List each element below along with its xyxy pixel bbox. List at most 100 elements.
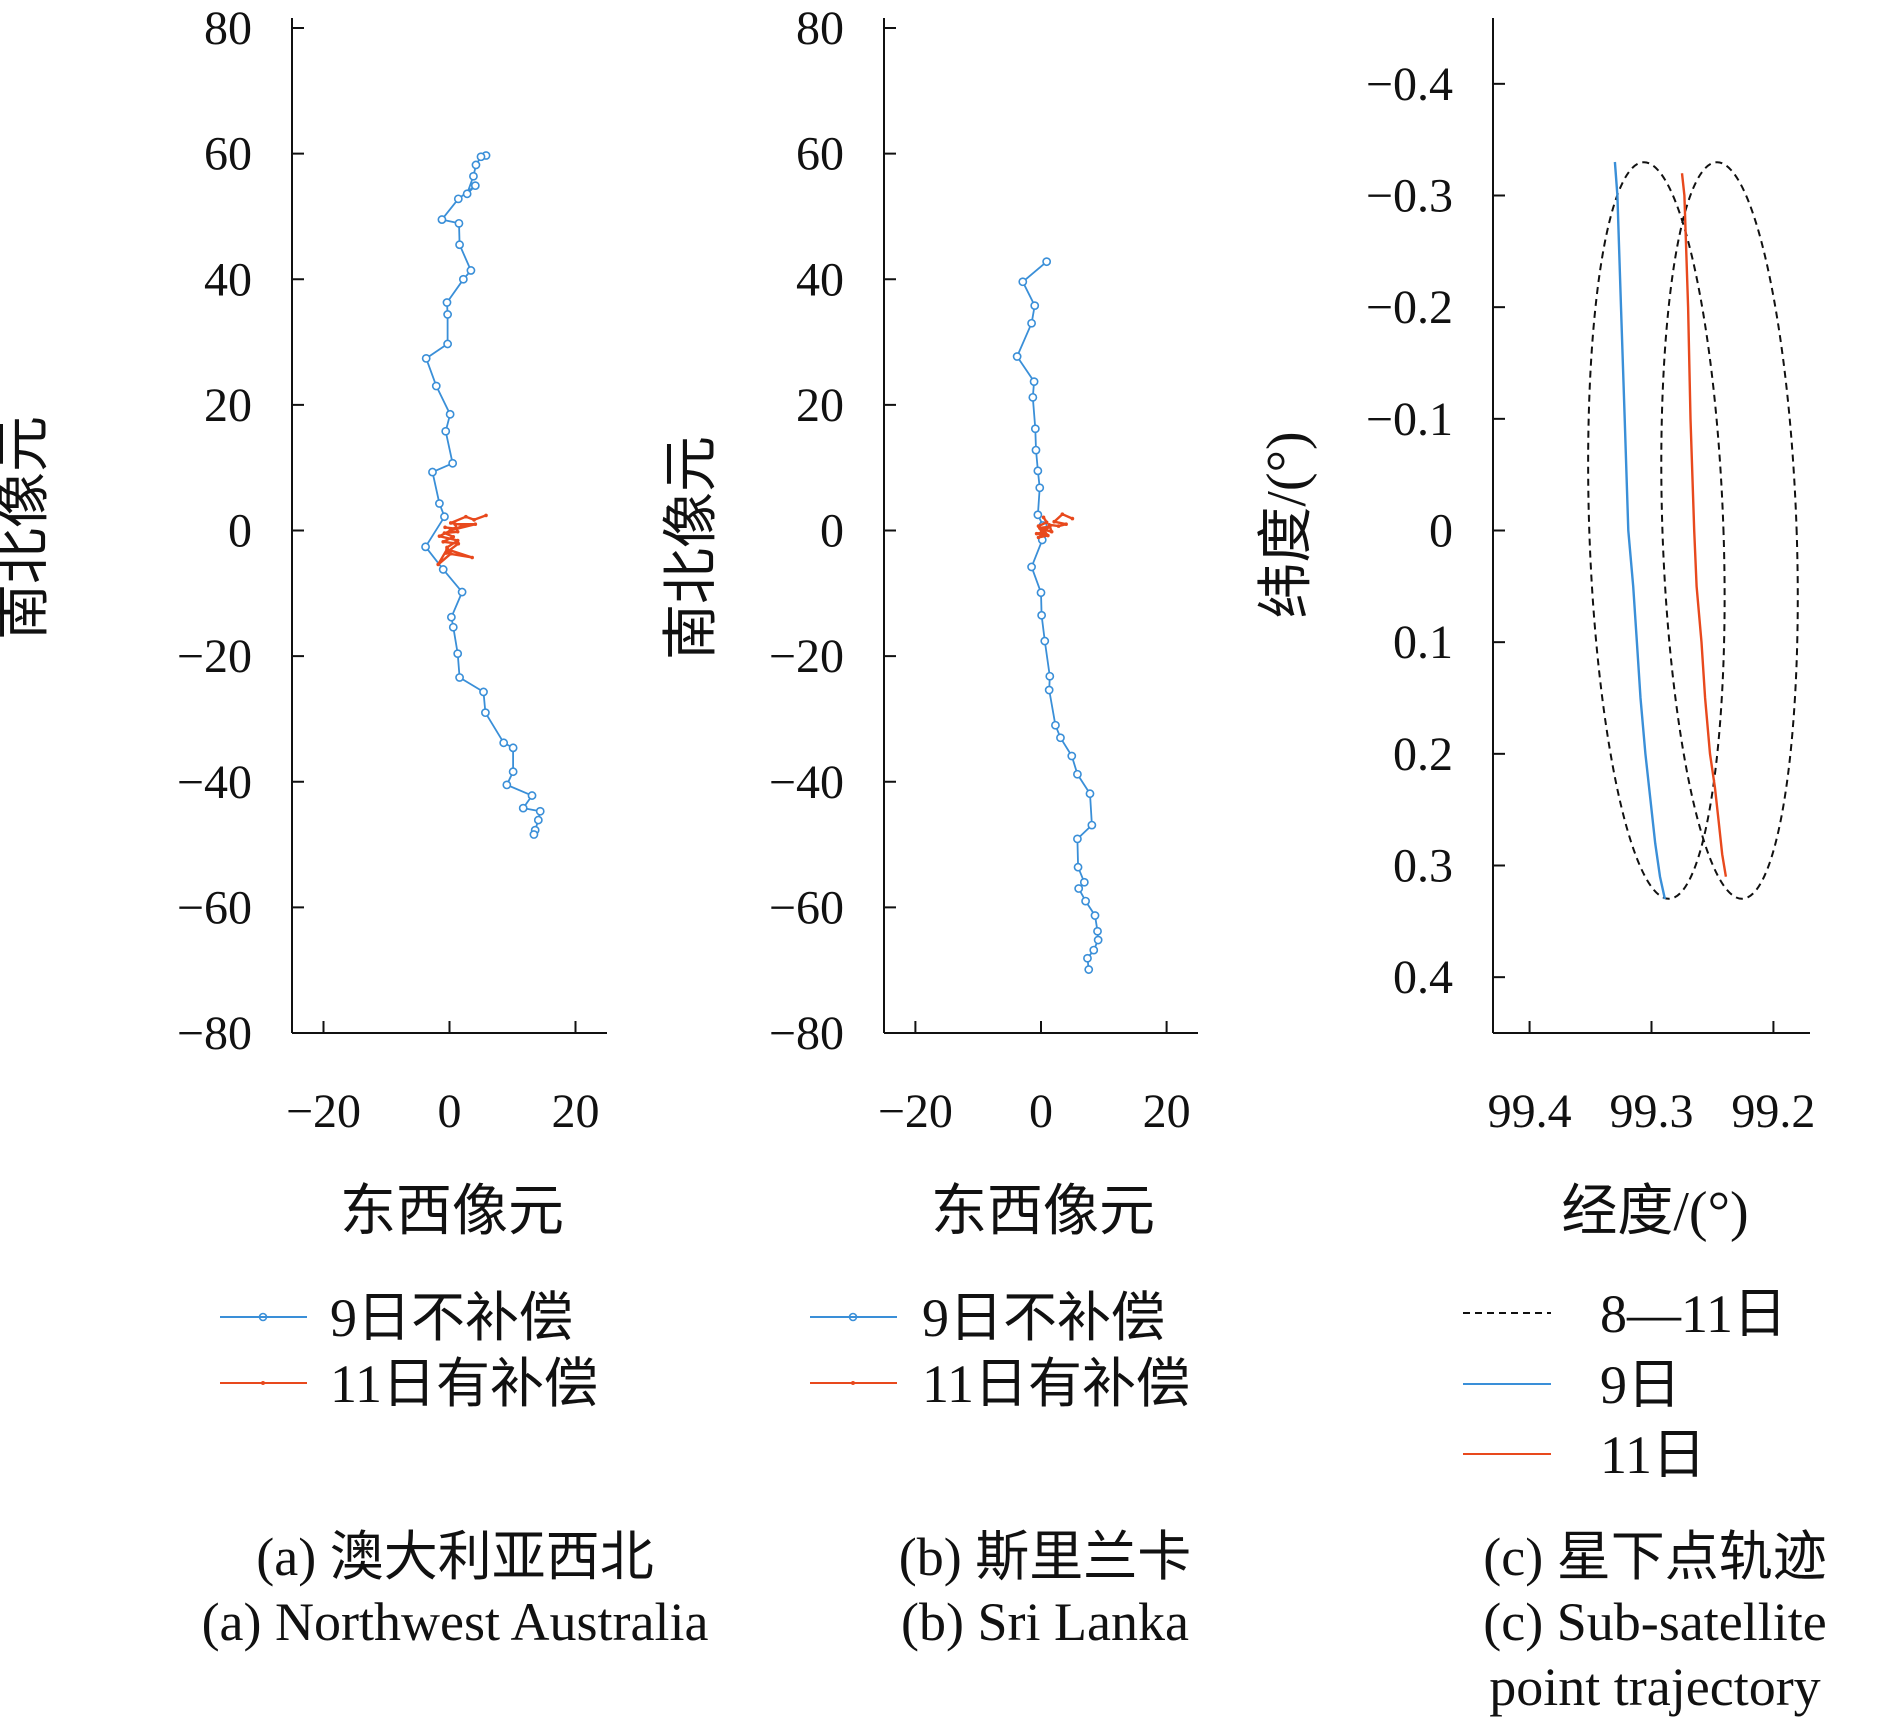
- panel-a-series-0-point-13: [443, 310, 453, 319]
- panel-b-series-0-point-18: [1045, 671, 1055, 681]
- panel-a-legend-marker-blue: [258, 1312, 268, 1322]
- panel-a-series-1-point-1: [472, 518, 476, 522]
- panel-a-caption-cn: (a) 澳大利亚西北: [256, 1527, 653, 1587]
- panel-a-series-0-point-7: [437, 215, 447, 224]
- panel-a-series-1-point-0: [484, 513, 488, 518]
- panel-a-series-0-point-35: [502, 780, 512, 790]
- panel-c-ellipse-1: [1660, 161, 1799, 900]
- panel-b-y-label: 南北像元: [661, 436, 723, 660]
- panel-b-series-0-point-16: [1037, 610, 1047, 620]
- panel-c-y-tick-label-1: −0.3: [1366, 170, 1453, 223]
- panel-b-series-0-point-9: [1033, 466, 1043, 476]
- panel-a-series-0-point-12: [442, 298, 452, 307]
- panel-c-y-tick-label-5: 0.1: [1393, 616, 1453, 669]
- panel-c-x-label: 经度/(°): [1561, 1181, 1748, 1243]
- panel-c-ellipse-0: [1587, 161, 1726, 900]
- panel-a-series-0-point-39: [533, 815, 543, 825]
- panel-c-x-tick-label-1: 99.3: [1610, 1085, 1694, 1138]
- panel-a-series-1-point-19: [455, 538, 460, 543]
- panel-a-x-tick-label-2: 20: [552, 1085, 600, 1138]
- panel-a-series-1-point-2: [464, 514, 468, 519]
- panel-a-y-tick-label-2: 40: [204, 253, 252, 306]
- panel-a-series-0-point-37: [518, 803, 528, 813]
- panel-b-series-0-point-10: [1035, 483, 1045, 493]
- panel-a-series-0-point-36: [527, 791, 537, 800]
- panel-a-series-0-point-10: [466, 266, 476, 275]
- panel-a-series-0-point-38: [535, 806, 545, 816]
- panel-a-y-tick-label-8: −80: [177, 1007, 252, 1060]
- panel-c-x-tick-label-0: 99.4: [1488, 1085, 1572, 1138]
- panel-c-legend-label-2: 9日: [1600, 1355, 1681, 1415]
- panel-b-series-0-point-2: [1030, 301, 1040, 311]
- panel-b-series-0-point-14: [1027, 562, 1036, 572]
- panel-a-y-tick-label-4: 0: [228, 505, 252, 558]
- panel-a-northwest-australia: 80 60 40 20 0 −20 −40 −60 −80 −20 0 20 南北像元 东西像元 9…: [0, 2, 708, 1652]
- panel-b-series-1-point-3: [1064, 522, 1068, 527]
- panel-a-series-1-point-21: [452, 526, 457, 531]
- panel-a-series-1-point-16: [436, 562, 440, 567]
- panel-a-series-0-point-21: [435, 499, 444, 508]
- panel-b-series-0-point-1: [1018, 277, 1028, 287]
- panel-b-series-0-point-0: [1042, 257, 1052, 267]
- panel-a-series-1-point-12: [456, 541, 461, 546]
- panel-b-x-label: 东西像元: [931, 1181, 1155, 1243]
- panel-b-series-0-point-28: [1079, 877, 1089, 887]
- panel-c-y-tick-label-7: 0.3: [1393, 840, 1453, 893]
- panel-b-y-tick-label-3: 20: [796, 379, 844, 432]
- panel-a-series-0-point-18: [441, 426, 451, 436]
- panel-b-series-1-point-12: [1044, 533, 1048, 537]
- panel-b-y-tick-label-2: 40: [796, 253, 844, 306]
- panel-c-y-tick-label-8: 0.4: [1393, 951, 1453, 1004]
- panel-c-legend-label-3: 11日: [1600, 1425, 1706, 1485]
- panel-a-series-1-point-22: [443, 525, 447, 530]
- panel-b-series-0-point-8: [1031, 445, 1041, 455]
- panel-a-series-1-line: [437, 514, 487, 566]
- panel-b-series-0-point-35: [1083, 953, 1092, 963]
- panel-b-series-0-point-3: [1027, 318, 1036, 328]
- panel-a-series-0-point-28: [453, 649, 463, 659]
- panel-b-y-tick-label-8: −80: [769, 1007, 844, 1060]
- panel-a-series-1-point-11: [441, 540, 446, 544]
- panel-a-x-label: 东西像元: [340, 1181, 564, 1243]
- panel-a-series-1-point-8: [455, 529, 460, 534]
- panel-c-legend-label-1: 8—11日: [1600, 1284, 1787, 1344]
- panel-b-series-0-point-36: [1084, 965, 1094, 974]
- panel-a-series-0-point-11: [458, 274, 468, 284]
- panel-b-series-0-point-15: [1036, 588, 1046, 598]
- panel-c-plot-area: [1587, 161, 1799, 900]
- panel-b-series-1-point-17: [1044, 520, 1049, 525]
- panel-b-y-tick-label-5: −20: [769, 630, 844, 683]
- panel-b-caption-cn: (b) 斯里兰卡: [899, 1527, 1191, 1587]
- panel-a-series-1-point-14: [470, 555, 474, 560]
- panel-c-y-tick-label-0: −0.4: [1366, 58, 1453, 111]
- panel-c-series-1-line: [1680, 173, 1728, 877]
- panel-a-series-1-point-10: [451, 534, 456, 539]
- panel-b-series-0-point-6: [1028, 392, 1038, 402]
- panel-a-series-1-point-18: [445, 545, 449, 550]
- panel-a-x-tick-label-0: −20: [286, 1085, 361, 1138]
- panel-a-legend: 9日不补偿 11日有补偿: [220, 1288, 598, 1414]
- panel-c-series-0-line: [1613, 161, 1667, 900]
- panel-a-series-0-point-6: [453, 194, 463, 204]
- panel-b-x-tick-label-0: −20: [878, 1085, 953, 1138]
- panel-b-series-1-point-18: [1041, 515, 1046, 520]
- panel-b-legend-marker-blue: [848, 1312, 858, 1322]
- panel-b-series-0-point-17: [1040, 636, 1050, 646]
- panel-c-legend: 8—11日 9日 11日: [1463, 1284, 1787, 1485]
- panel-b-series-0-point-26: [1073, 834, 1082, 844]
- panel-b-y-tick-label-6: −40: [769, 756, 844, 809]
- panel-a-series-0-point-14: [443, 339, 453, 349]
- panel-a-y-tick-label-6: −40: [177, 756, 252, 809]
- panel-a-series-0-point-16: [431, 381, 441, 391]
- panel-c-y-label: 纬度/(°): [1256, 431, 1318, 618]
- panel-a-series-0-point-17: [445, 409, 455, 419]
- panel-a-y-tick-label-7: −60: [177, 881, 252, 934]
- panel-a-plot-area: [421, 151, 545, 839]
- panel-a-series-1-point-4: [462, 523, 467, 528]
- panel-b-y-tick-label-1: 60: [796, 128, 844, 181]
- panel-a-x-ticks: −20 0 20: [286, 1021, 600, 1138]
- panel-a-y-tick-label-3: 20: [204, 379, 252, 432]
- panel-c-y-tick-label-4: 0: [1429, 505, 1453, 558]
- panel-a-series-0-point-26: [446, 612, 456, 622]
